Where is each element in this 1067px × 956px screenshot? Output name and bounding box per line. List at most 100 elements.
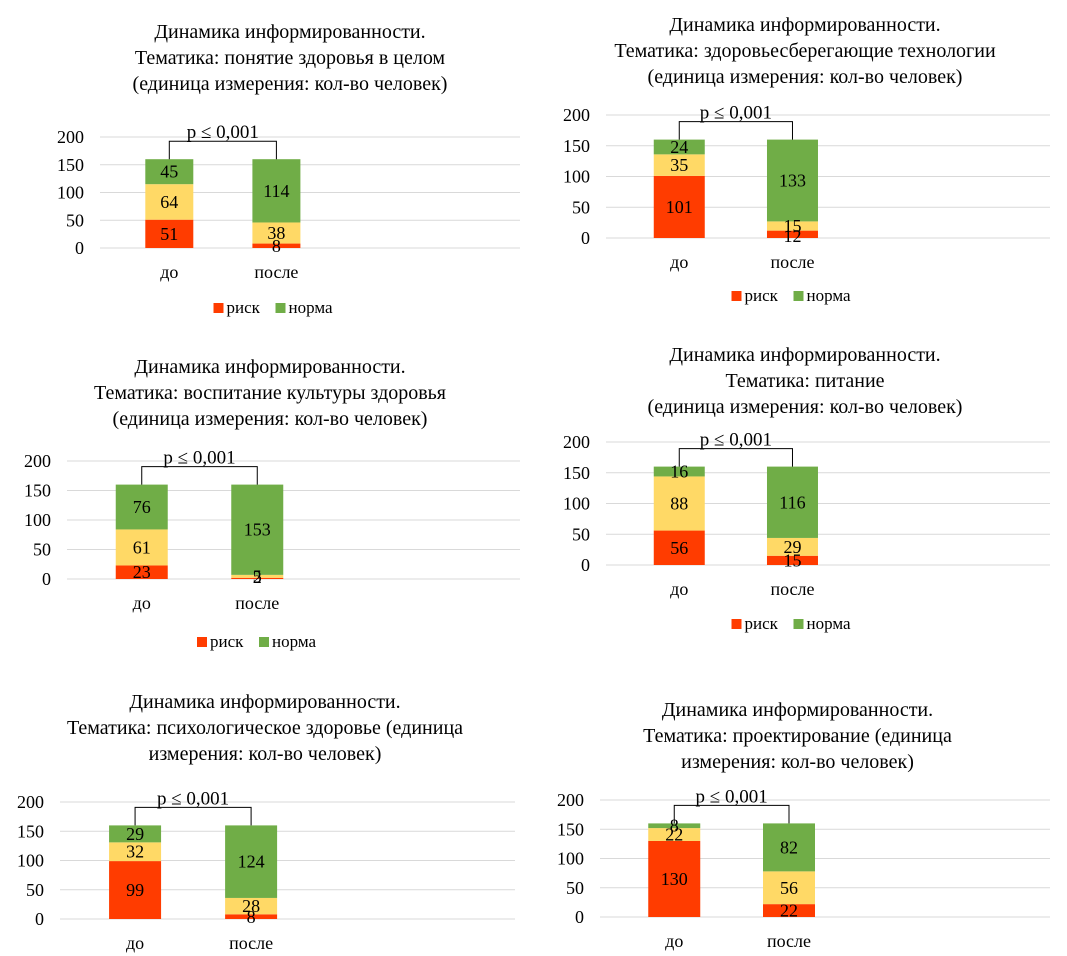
p-value-annotation: p ≤ 0,001 xyxy=(700,430,772,451)
bar-segment-risk xyxy=(766,230,818,238)
bar-segment-risk xyxy=(252,243,301,248)
category-label: после xyxy=(770,579,814,599)
bar-segment-norm xyxy=(766,466,818,538)
data-label: 29 xyxy=(783,537,801,557)
y-tick-label: 0 xyxy=(581,228,590,248)
legend-swatch-norm xyxy=(275,303,286,313)
chart-title: Динамика информированности. Тематика: во… xyxy=(5,354,535,432)
y-tick-label: 0 xyxy=(42,569,51,589)
bar-segment-risk xyxy=(225,914,278,919)
data-label: 24 xyxy=(670,137,688,157)
data-label: 8 xyxy=(272,236,281,256)
chart-title: Динамика информированности. Тематика: по… xyxy=(40,19,540,97)
bar-segment-mid xyxy=(252,222,301,244)
chart-title-line: Динамика информированности. xyxy=(134,356,406,378)
legend-label: норма xyxy=(272,632,316,651)
y-tick-label: 0 xyxy=(75,238,84,258)
category-label: после xyxy=(767,931,811,951)
chart-title: Динамика информированности. Тематика: пи… xyxy=(550,342,1060,420)
chart-title-line: Тематика: воспитание культуры здоровья xyxy=(93,382,447,404)
bar-segment-risk xyxy=(648,840,701,917)
chart-title-line: Динамика информированности. xyxy=(669,14,941,36)
y-tick-label: 50 xyxy=(66,210,84,230)
p-value-annotation: p ≤ 0,001 xyxy=(700,103,772,124)
y-tick-label: 0 xyxy=(35,909,44,929)
bar-segment-mid xyxy=(648,828,701,841)
data-label: 76 xyxy=(133,497,151,517)
data-label: 99 xyxy=(126,880,144,900)
bar-segment-norm xyxy=(763,823,815,872)
legend-swatch-norm xyxy=(793,619,804,629)
data-label: 116 xyxy=(779,492,805,512)
data-label: 22 xyxy=(665,825,683,845)
data-label: 56 xyxy=(670,538,688,558)
legend-label: риск xyxy=(745,614,779,633)
data-label: 38 xyxy=(267,223,285,243)
y-tick-label: 150 xyxy=(17,821,44,841)
data-label: 29 xyxy=(126,824,144,844)
category-label: до xyxy=(160,262,178,282)
category-label: после xyxy=(235,593,279,613)
bar-segment-mid xyxy=(763,871,815,905)
data-label: 56 xyxy=(780,878,798,898)
bar-segment-mid xyxy=(231,574,284,578)
data-label: 35 xyxy=(670,155,688,175)
data-label: 51 xyxy=(160,224,178,244)
chart-plot: 0 50 100 150 200 51 64 45 до 838 114 после p ≤ 0,001… xyxy=(57,122,520,317)
bar-segment-mid xyxy=(653,154,705,176)
bar-segment-norm xyxy=(252,159,301,223)
bar-segment-norm xyxy=(109,825,162,843)
data-label: 8 xyxy=(670,816,679,836)
data-label: 28 xyxy=(242,896,260,916)
y-tick-label: 150 xyxy=(557,819,584,839)
chart-design: Динамика информированности. Тематика: пр… xyxy=(535,693,1060,956)
bar-segment-risk xyxy=(653,175,705,238)
y-tick-label: 150 xyxy=(24,481,51,501)
data-label: 114 xyxy=(263,181,289,201)
category-label: до xyxy=(670,579,688,599)
category-label: до xyxy=(126,933,144,953)
bar-segment-norm xyxy=(115,484,168,530)
data-label: 2 xyxy=(253,567,262,587)
p-value-annotation: p ≤ 0,001 xyxy=(163,448,235,469)
chart-title-line: Тематика: психологическое здоровье (един… xyxy=(66,717,464,739)
chart-plot: 0 50 100 150 200 23 61 76 до 25 153 после p ≤ 0,001 р… xyxy=(24,448,520,651)
significance-bracket xyxy=(678,121,793,140)
legend-label: риск xyxy=(745,286,779,305)
significance-bracket xyxy=(673,804,790,824)
y-tick-label: 50 xyxy=(572,524,590,544)
y-tick-label: 0 xyxy=(581,555,590,575)
bar-segment-mid xyxy=(115,529,168,566)
data-label: 101 xyxy=(666,197,693,217)
chart-title-line: (единица измерения: кол-во человек) xyxy=(647,396,963,418)
chart-title: Динамика информированности. Тематика: зд… xyxy=(550,12,1060,90)
significance-bracket xyxy=(168,140,277,160)
data-label: 23 xyxy=(133,562,151,582)
significance-bracket xyxy=(678,448,793,467)
bar-segment-norm xyxy=(145,159,194,185)
bar-segment-risk xyxy=(115,565,168,579)
legend-swatch-risk xyxy=(213,303,224,313)
chart-title-line: Динамика информированности. xyxy=(669,344,941,366)
y-tick-label: 50 xyxy=(33,540,51,560)
chart-title-line: (единица измерения: кол-во человек) xyxy=(112,408,428,430)
bar-segment-mid xyxy=(766,221,818,231)
significance-bracket xyxy=(134,806,252,826)
chart-nutrition: Динамика информированности. Тематика: пи… xyxy=(550,338,1060,638)
data-label: 45 xyxy=(160,162,178,182)
chart-title-line: Динамика информированности. xyxy=(129,691,401,713)
data-label: 133 xyxy=(779,170,806,190)
bar-segment-norm xyxy=(653,139,705,155)
legend-label: норма xyxy=(289,298,333,317)
chart-concept-of-health: Динамика информированности. Тематика: по… xyxy=(40,15,540,335)
bar-segment-mid xyxy=(109,842,162,862)
p-value-annotation: p ≤ 0,001 xyxy=(187,122,259,143)
bar-segment-risk xyxy=(766,555,818,565)
chart-psychological-health: Динамика информированности. Тематика: пс… xyxy=(0,685,530,956)
category-label: до xyxy=(133,593,151,613)
y-tick-label: 50 xyxy=(26,880,44,900)
